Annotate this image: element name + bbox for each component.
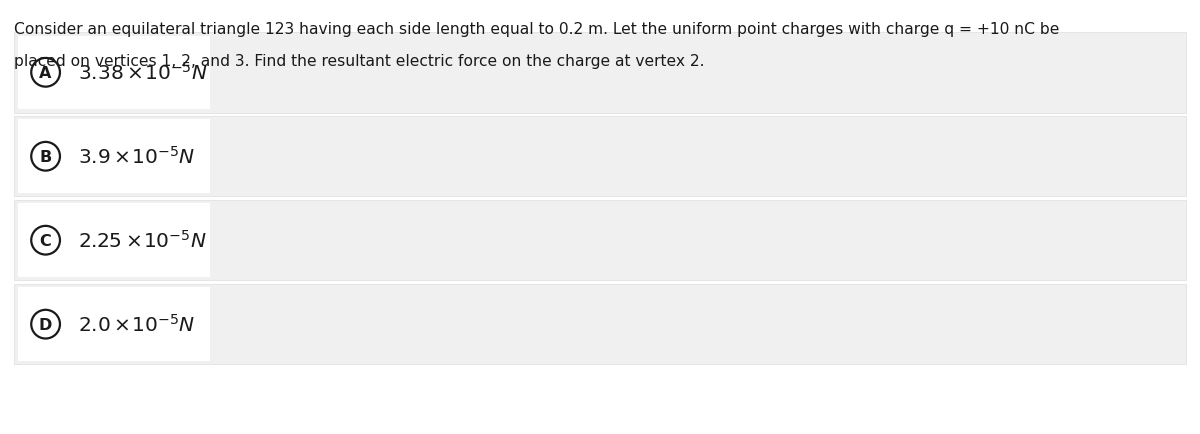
Text: C: C: [40, 233, 52, 248]
FancyBboxPatch shape: [18, 288, 210, 361]
Text: $3.38\times\!10^{-5}\mathit{N}$: $3.38\times\!10^{-5}\mathit{N}$: [78, 62, 208, 84]
FancyBboxPatch shape: [14, 201, 1186, 281]
Text: A: A: [40, 66, 52, 81]
FancyBboxPatch shape: [14, 284, 1186, 365]
Text: D: D: [38, 317, 53, 332]
FancyBboxPatch shape: [18, 36, 210, 110]
FancyBboxPatch shape: [18, 204, 210, 277]
Text: Consider an equilateral triangle 123 having each side length equal to 0.2 m. Let: Consider an equilateral triangle 123 hav…: [14, 22, 1060, 36]
Text: $3.9\times\!10^{-5}\mathit{N}$: $3.9\times\!10^{-5}\mathit{N}$: [78, 146, 196, 168]
FancyBboxPatch shape: [14, 117, 1186, 197]
Text: $2.0\times\!10^{-5}\mathit{N}$: $2.0\times\!10^{-5}\mathit{N}$: [78, 313, 196, 335]
Text: $2.25\times\!10^{-5}\mathit{N}$: $2.25\times\!10^{-5}\mathit{N}$: [78, 230, 206, 252]
FancyBboxPatch shape: [18, 120, 210, 194]
FancyBboxPatch shape: [14, 33, 1186, 113]
Text: B: B: [40, 149, 52, 164]
Text: placed on vertices 1, 2, and 3. Find the resultant electric force on the charge : placed on vertices 1, 2, and 3. Find the…: [14, 54, 704, 69]
